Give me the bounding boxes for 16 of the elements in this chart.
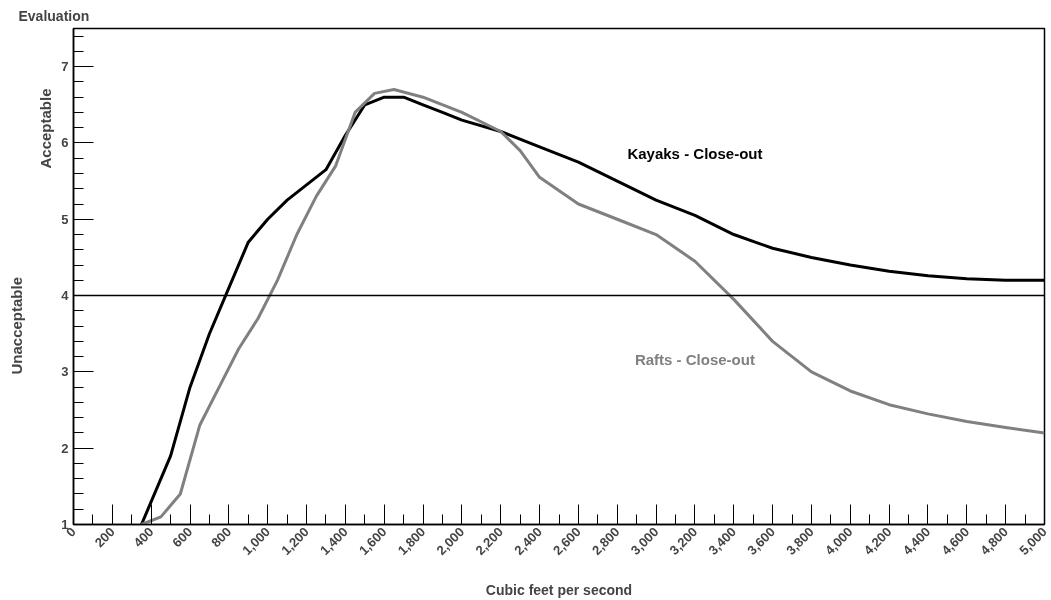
x-tick-label: 200 bbox=[91, 524, 118, 551]
y-tick-label: 2 bbox=[61, 440, 69, 456]
x-tick-label: 400 bbox=[130, 524, 157, 551]
y-tick-label: 7 bbox=[61, 59, 69, 75]
x-tick-label: 600 bbox=[169, 524, 196, 551]
x-tick-label: 800 bbox=[208, 524, 235, 551]
y-tick-label: 3 bbox=[61, 364, 69, 380]
y-tick-label: 6 bbox=[61, 135, 69, 151]
x-axis-title: Cubic feet per second bbox=[485, 581, 633, 598]
text: Acceptable bbox=[36, 88, 54, 169]
series-label: Rafts - Close-out bbox=[634, 351, 755, 369]
y-tick-label: 5 bbox=[61, 211, 69, 227]
y-axis-title: Evaluation bbox=[18, 7, 90, 24]
y-tick-label: 4 bbox=[61, 288, 70, 304]
series-label: Kayaks - Close-out bbox=[627, 145, 763, 163]
text: Unacceptable bbox=[7, 276, 25, 375]
